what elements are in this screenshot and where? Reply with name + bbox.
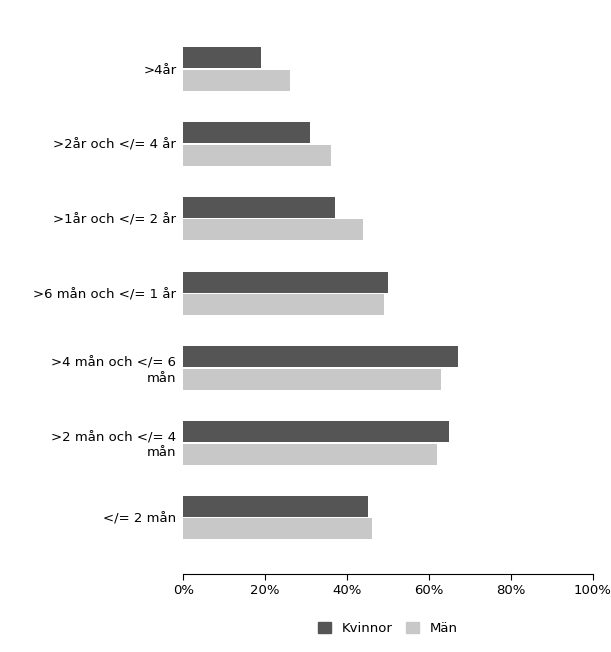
- Bar: [183, 369, 441, 390]
- Bar: [183, 197, 335, 218]
- Bar: [183, 346, 458, 368]
- Legend: Kvinnor, Män: Kvinnor, Män: [313, 617, 463, 640]
- Bar: [183, 219, 364, 241]
- Bar: [183, 294, 384, 315]
- Bar: [183, 70, 290, 91]
- Bar: [183, 496, 367, 517]
- Bar: [183, 272, 388, 293]
- Bar: [183, 145, 331, 166]
- Bar: [183, 48, 261, 68]
- Bar: [183, 421, 450, 442]
- Bar: [183, 122, 310, 143]
- Bar: [183, 518, 371, 539]
- Bar: [183, 443, 437, 465]
